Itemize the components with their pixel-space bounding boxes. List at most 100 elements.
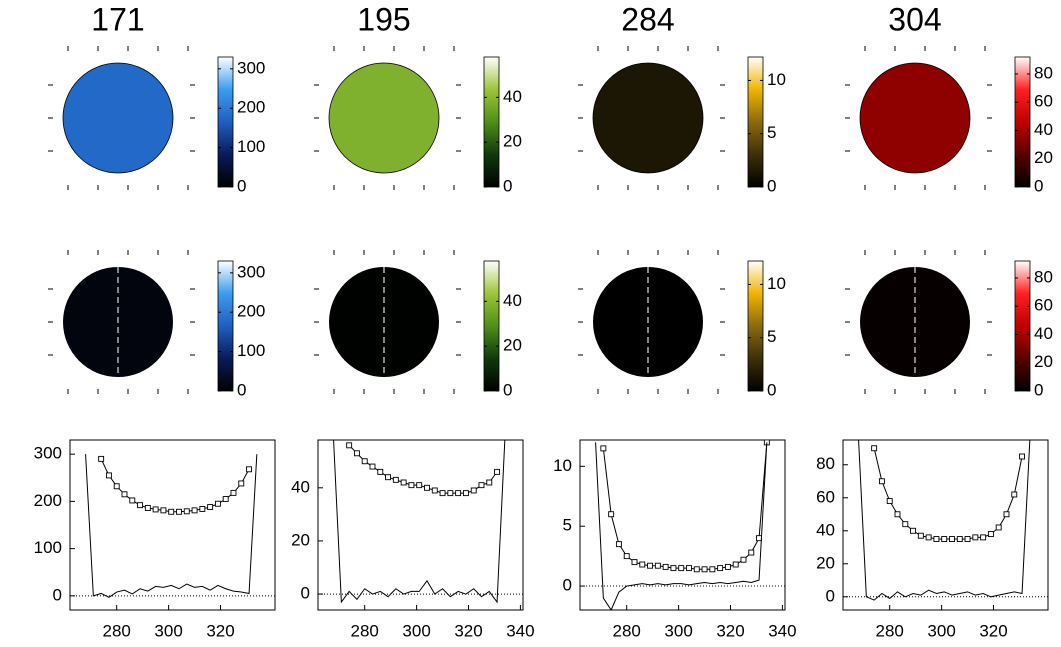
- colorbar-tick-label: 20: [1034, 352, 1053, 371]
- square-marker: [949, 537, 954, 542]
- colorbar-tick-label: 100: [237, 137, 265, 156]
- x-tick-label: 340: [506, 621, 534, 640]
- colorbar-tick-label: 0: [767, 176, 776, 195]
- square-marker: [176, 509, 181, 514]
- colorbar-tick-label: 40: [503, 291, 522, 310]
- solar-disk: [860, 63, 970, 173]
- square-marker: [965, 537, 970, 542]
- square-marker: [347, 443, 352, 448]
- panel-title: 171: [91, 1, 144, 37]
- colorbar: [218, 261, 233, 391]
- square-marker: [184, 509, 189, 514]
- square-marker: [409, 483, 414, 488]
- colorbar-tick-label: 0: [237, 380, 246, 399]
- square-marker: [718, 566, 723, 571]
- square-marker: [417, 483, 422, 488]
- panel-title: 284: [621, 1, 674, 37]
- square-marker: [879, 479, 884, 484]
- colorbar-tick-label: 40: [503, 87, 522, 106]
- colorbar-tick-label: 60: [1034, 92, 1053, 111]
- square-marker: [386, 475, 391, 480]
- colorbar-tick-label: 40: [1034, 120, 1053, 139]
- square-marker: [895, 512, 900, 517]
- profile-line: [334, 440, 505, 602]
- colorbar-tick-label: 300: [237, 58, 265, 77]
- colorbar-tick-label: 0: [1034, 380, 1043, 399]
- x-tick-label: 300: [154, 621, 182, 640]
- square-marker: [370, 464, 375, 469]
- y-tick-label: 80: [816, 454, 835, 473]
- square-marker: [609, 512, 614, 517]
- y-tick-label: 0: [826, 586, 835, 605]
- panel-title: 304: [888, 1, 941, 37]
- square-marker: [114, 484, 119, 489]
- plot-area: [86, 454, 257, 597]
- square-marker: [702, 567, 707, 572]
- square-marker: [463, 491, 468, 496]
- square-marker: [741, 557, 746, 562]
- profile-line: [859, 440, 1030, 600]
- square-marker: [145, 506, 150, 511]
- square-marker: [934, 537, 939, 542]
- plot-area: [596, 440, 770, 610]
- colorbar-tick-label: 20: [503, 336, 522, 355]
- square-marker: [632, 560, 637, 565]
- square-marker: [655, 563, 660, 568]
- square-marker: [694, 567, 699, 572]
- square-marker: [393, 477, 398, 482]
- y-tick-label: 100: [34, 538, 62, 557]
- square-marker: [679, 566, 684, 571]
- y-tick-label: 20: [816, 553, 835, 572]
- colorbar: [484, 57, 499, 187]
- square-marker: [130, 498, 135, 503]
- solar-disk: [329, 63, 439, 173]
- y-tick-label: 300: [34, 444, 62, 463]
- colorbar: [748, 57, 763, 187]
- plot-area: [334, 440, 505, 602]
- x-tick-label: 320: [716, 621, 744, 640]
- square-marker: [1004, 512, 1009, 517]
- y-tick-label: 5: [563, 516, 572, 535]
- x-tick-label: 280: [103, 621, 131, 640]
- profile-line: [603, 442, 766, 569]
- plot-frame: [580, 440, 785, 610]
- square-marker: [640, 562, 645, 567]
- page: 1710100200300010020030001002003002803003…: [0, 0, 1061, 647]
- square-marker: [122, 492, 127, 497]
- square-marker: [757, 536, 762, 541]
- plot-area: [859, 440, 1030, 600]
- square-marker: [749, 550, 754, 555]
- square-marker: [231, 490, 236, 495]
- panel-title: 195: [357, 1, 410, 37]
- y-tick-label: 0: [301, 584, 310, 603]
- square-marker: [362, 459, 367, 464]
- square-marker: [887, 499, 892, 504]
- square-marker: [247, 467, 252, 472]
- square-marker: [161, 508, 166, 513]
- square-marker: [733, 562, 738, 567]
- square-marker: [215, 501, 220, 506]
- x-tick-label: 320: [979, 621, 1007, 640]
- square-marker: [624, 554, 629, 559]
- square-marker: [378, 469, 383, 474]
- colorbar-tick-label: 0: [503, 176, 512, 195]
- colorbar-tick-label: 0: [767, 380, 776, 399]
- colorbar-tick-label: 300: [237, 262, 265, 281]
- square-marker: [981, 535, 986, 540]
- square-marker: [663, 564, 668, 569]
- figure: 1710100200300010020030001002003002803003…: [0, 0, 1061, 642]
- square-marker: [686, 566, 691, 571]
- colorbar-tick-label: 200: [237, 98, 265, 117]
- colorbar-tick-label: 0: [237, 176, 246, 195]
- square-marker: [440, 491, 445, 496]
- x-tick-label: 320: [454, 621, 482, 640]
- plot-frame: [70, 440, 275, 610]
- square-marker: [1012, 492, 1017, 497]
- y-tick-label: 20: [291, 530, 310, 549]
- square-marker: [1020, 454, 1025, 459]
- colorbar-tick-label: 80: [1034, 63, 1053, 82]
- colorbar-tick-label: 80: [1034, 267, 1053, 286]
- solar-disk: [63, 63, 173, 173]
- colorbar-tick-label: 20: [503, 132, 522, 151]
- square-marker: [401, 480, 406, 485]
